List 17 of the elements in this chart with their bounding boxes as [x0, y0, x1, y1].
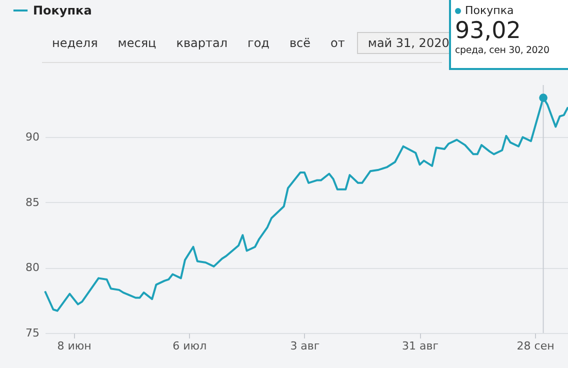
x-tick-label: 6 июл: [172, 340, 207, 352]
text: от: [330, 36, 345, 50]
text: год: [248, 36, 270, 50]
x-tick-label: 3 авг: [290, 340, 320, 352]
y-tick-label: 80: [26, 261, 40, 274]
text: месяц: [118, 36, 156, 50]
text: май 31, 2020: [368, 36, 450, 50]
y-tick-label: 90: [26, 130, 40, 144]
x-tick-label: 31 авг: [402, 340, 439, 352]
text: всё: [289, 36, 311, 50]
text: квартал: [176, 36, 228, 50]
y-tick-label: 75: [26, 326, 40, 340]
legend-label: Покупка: [33, 4, 92, 18]
y-tick-label: 85: [26, 196, 40, 209]
x-tick-label: 8 июн: [57, 340, 92, 352]
text: неделя: [52, 36, 98, 50]
x-tick-label: 28 сен: [516, 340, 554, 352]
